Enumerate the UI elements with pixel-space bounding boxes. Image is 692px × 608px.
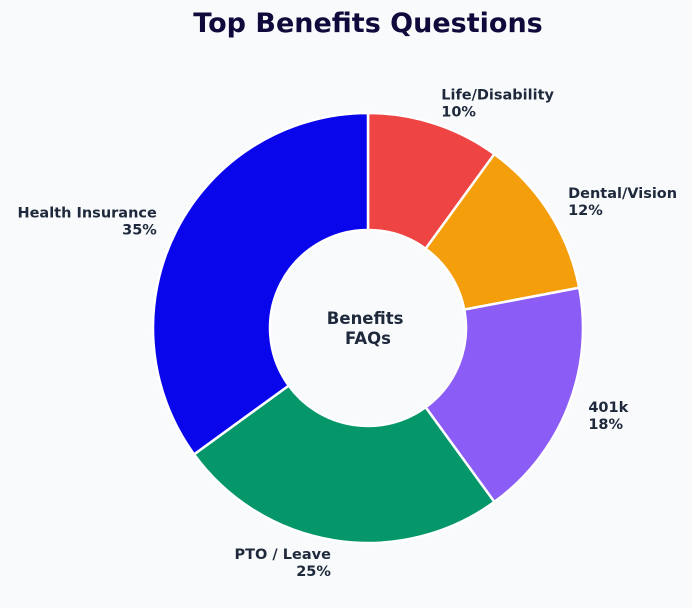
slice-value-label: 25%	[296, 564, 331, 580]
slice-category-label: PTO / Leave	[235, 547, 332, 563]
labels-group: Life/Disability 10% Dental/Vision 12% 401k 18…	[17, 88, 677, 580]
center-label-line-1: Benefits	[327, 309, 404, 328]
slice-label-health-insurance: Health Insurance 35%	[17, 205, 157, 238]
slices-group	[151, 111, 585, 545]
slice-label-pto-leave: PTO / Leave 25%	[235, 547, 332, 580]
slice-value-label: 12%	[568, 203, 603, 219]
slice-category-label: 401k	[588, 400, 628, 416]
slice-category-label: Dental/Vision	[568, 186, 677, 202]
center-label-line-2: FAQs	[345, 329, 391, 348]
slice-category-label: Health Insurance	[17, 205, 157, 221]
slice-health-insurance	[151, 111, 370, 456]
center-label: Benefits FAQs	[327, 309, 409, 348]
slice-value-label: 10%	[441, 105, 476, 121]
slice-value-label: 35%	[122, 222, 157, 238]
slice-value-label: 18%	[588, 417, 623, 433]
chart-title: Top Benefits Questions	[193, 8, 542, 39]
slice-category-label: Life/Disability	[441, 88, 554, 104]
slice-label-life-disability: Life/Disability 10%	[441, 88, 554, 121]
slice-label-401k: 401k 18%	[588, 400, 628, 433]
slice-401k	[424, 286, 585, 504]
slice-label-dental-vision: Dental/Vision 12%	[568, 186, 677, 219]
slice-pto-leave	[192, 384, 496, 545]
slice-dental-vision	[424, 152, 581, 311]
